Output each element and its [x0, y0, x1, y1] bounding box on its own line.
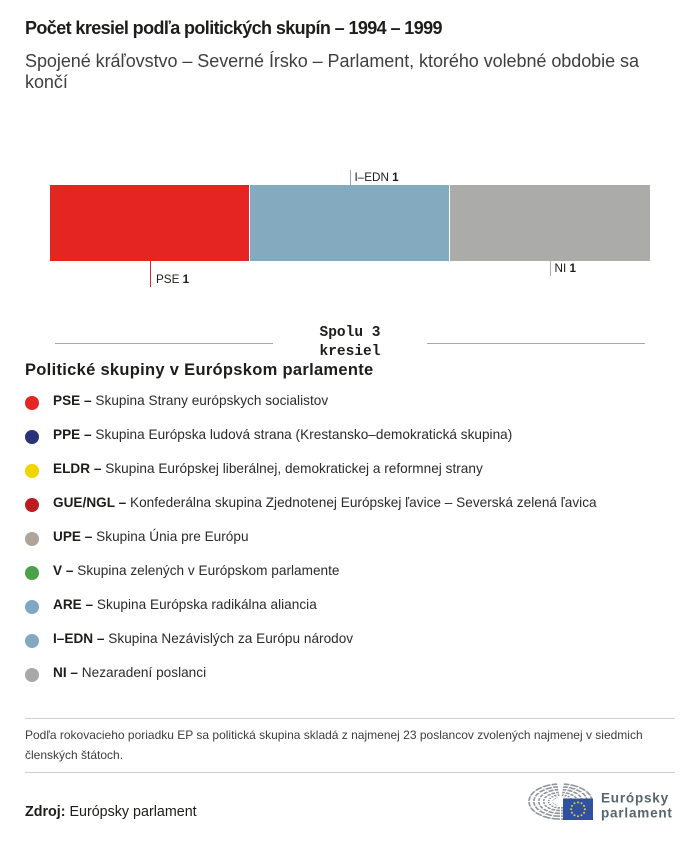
- svg-text:Európsky: Európsky: [601, 790, 669, 805]
- svg-text:parlament: parlament: [601, 805, 673, 820]
